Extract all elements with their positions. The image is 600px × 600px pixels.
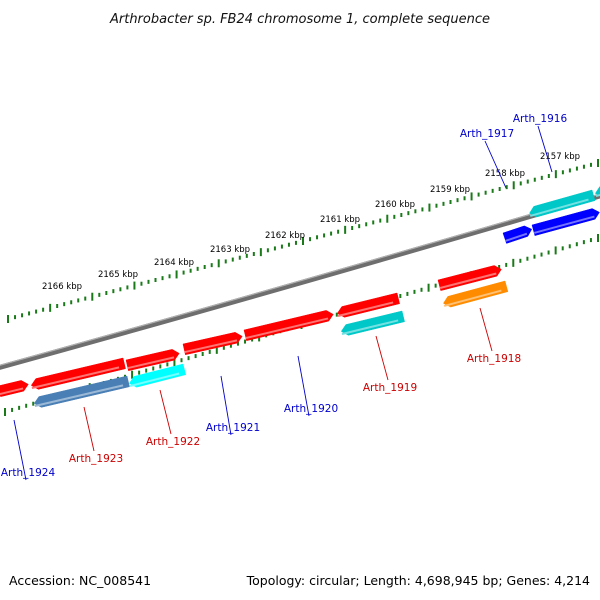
gene-label-arth-1923[interactable]: Arth_1923 — [69, 406, 123, 465]
gene-highlight — [443, 289, 502, 307]
gene-highlight — [341, 319, 399, 335]
gene-highlight — [533, 215, 595, 234]
gene-arrow-arth-1914[interactable] — [594, 184, 600, 197]
gene-body — [33, 375, 130, 408]
kbp-label: 2159 kbp — [430, 185, 470, 195]
gene-highlight — [337, 301, 394, 317]
gene-highlight — [0, 387, 24, 395]
gene-arrow-arth-1924[interactable] — [0, 380, 29, 397]
gene-highlight — [245, 317, 329, 339]
gene-arrow-arth-1915[interactable] — [529, 189, 596, 218]
gene-label-arth-1922[interactable]: Arth_1922 — [146, 389, 200, 448]
gene-body — [128, 363, 187, 388]
topology-text: Topology: circular; Length: 4,698,945 bp… — [246, 573, 590, 588]
gene-arrow-arth-1925[interactable] — [125, 349, 180, 372]
leader-line — [159, 389, 172, 435]
leader-line — [375, 335, 389, 381]
gene-label-text: Arth_1922 — [146, 436, 200, 448]
gene-body — [336, 292, 400, 318]
outer-tick-track — [7, 159, 599, 323]
leader-line — [537, 125, 553, 173]
gene-highlight — [505, 232, 528, 242]
gene-label-arth-1920[interactable]: Arth_1920 — [284, 355, 338, 417]
gene-arrow-arth-1922[interactable] — [128, 363, 187, 388]
leader-line — [83, 406, 95, 452]
gene-arrow-arth-1920[interactable] — [243, 310, 334, 342]
gene-highlight — [127, 356, 175, 370]
gene-label-text: Arth_1920 — [284, 403, 338, 415]
kbp-label: 2162 kbp — [265, 231, 305, 241]
gene-highlight — [34, 384, 124, 408]
kbp-labels: 2166 kbp 2165 kbp 2164 kbp 2163 kbp 2162 kbp… — [42, 152, 580, 292]
gene-arrow-arth-1919[interactable] — [340, 310, 405, 336]
gene-label-arth-1921[interactable]: Arth_1921 — [206, 375, 260, 436]
gene-labels: Arth_1924 Arth_1923 Arth_1922 Arth_1921 Arth… — [1, 113, 568, 481]
gene-body — [340, 310, 405, 336]
gene-label-text: Arth_1918 — [467, 353, 521, 365]
gene-highlight — [439, 272, 497, 289]
gene-label-text: Arth_1923 — [69, 453, 123, 465]
gene-label-arth-1924[interactable]: Arth_1924 — [1, 419, 56, 481]
leader-line — [220, 375, 232, 436]
gene-arrow-arth-1917[interactable] — [502, 225, 533, 244]
gene-label-arth-1919[interactable]: Arth_1919 — [363, 335, 417, 394]
gene-highlight — [529, 198, 589, 217]
gene-highlight — [129, 372, 180, 387]
chromosome-backbone — [0, 193, 600, 370]
gene-arrow-arth-1923[interactable] — [33, 375, 130, 408]
leader-line — [297, 355, 310, 417]
leader-line — [13, 419, 27, 481]
kbp-label: 2157 kbp — [540, 152, 580, 162]
kbp-label: 2163 kbp — [210, 245, 250, 255]
map-title: Arthrobacter sp. FB24 chromosome 1, comp… — [109, 12, 490, 27]
gene-arrow-arth-1921[interactable] — [182, 332, 243, 356]
gene-label-arth-1916[interactable]: Arth_1916 — [513, 113, 568, 173]
gene-arrow-arth-1918b[interactable] — [437, 265, 502, 291]
kbp-label: 2161 kbp — [320, 215, 360, 225]
accession-text: Accession: NC_008541 — [9, 573, 152, 588]
gene-body — [443, 280, 509, 308]
chromosome-backbone-highlight — [0, 193, 600, 366]
gene-label-text: Arth_1919 — [363, 382, 417, 394]
kbp-label: 2166 kbp — [42, 282, 82, 292]
gene-body — [594, 186, 600, 197]
kbp-label: 2164 kbp — [154, 258, 194, 268]
gene-arrow-arth-1917b[interactable] — [336, 292, 400, 318]
gene-label-arth-1917[interactable]: Arth_1917 — [460, 128, 514, 189]
kbp-label: 2160 kbp — [375, 200, 415, 210]
gene-label-text: Arth_1924 — [1, 467, 56, 479]
gene-arrow-arth-1918[interactable] — [443, 280, 509, 308]
gene-features — [0, 184, 600, 408]
gene-body — [529, 189, 596, 218]
leader-line — [484, 140, 507, 189]
gene-highlight — [31, 366, 120, 390]
gene-label-arth-1918[interactable]: Arth_1918 — [467, 307, 521, 365]
gene-body — [0, 380, 29, 397]
leader-line — [479, 307, 493, 352]
gene-label-text: Arth_1916 — [513, 113, 568, 125]
gene-highlight — [184, 339, 238, 354]
gene-highlight — [595, 193, 600, 197]
gene-arrow-arth-1916[interactable] — [531, 208, 600, 236]
gene-label-text: Arth_1917 — [460, 128, 514, 140]
gene-label-text: Arth_1921 — [206, 422, 260, 434]
gene-arrow-arth-1926[interactable] — [30, 357, 126, 390]
kbp-label: 2165 kbp — [98, 270, 138, 280]
kbp-label: 2158 kbp — [485, 169, 525, 179]
gene-body — [30, 357, 126, 390]
